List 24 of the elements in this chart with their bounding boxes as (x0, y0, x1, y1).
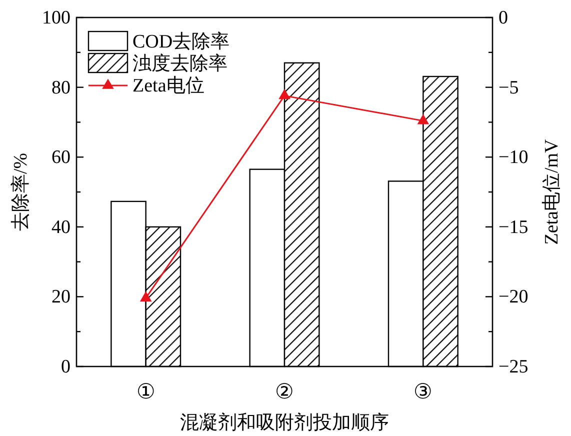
y2-tick-label: −5 (498, 77, 519, 98)
x-tick-label: ② (275, 380, 294, 404)
y-tick-label: 40 (52, 216, 70, 238)
y2-tick-label: −20 (498, 286, 528, 308)
legend-label: COD去除率 (132, 30, 230, 52)
x-axis-title: 混凝剂和吸附剂投加顺序 (180, 412, 389, 434)
y-tick-label: 0 (61, 356, 70, 378)
point (278, 88, 290, 100)
y2-tick-label: 0 (498, 8, 508, 28)
y-tick-label: 20 (52, 286, 70, 308)
legend-label: Zeta电位 (132, 76, 204, 96)
x-tick-label: ③ (414, 380, 433, 404)
y2-axis-title: Zeta电位/mV (542, 138, 562, 245)
y-axis-title: 去除率/% (10, 152, 32, 232)
y-tick-label: 80 (52, 77, 70, 98)
point (140, 291, 152, 302)
x-tick-label: ① (136, 380, 156, 404)
point (417, 114, 430, 124)
y-tick-label: 60 (52, 147, 70, 168)
y2-tick-label: −25 (498, 356, 528, 378)
y2-tick-label: −10 (498, 147, 528, 168)
y2-tick-label: −15 (498, 216, 528, 238)
y-tick-label: 100 (42, 8, 70, 28)
legend-label: 浊度去除率 (132, 52, 228, 74)
